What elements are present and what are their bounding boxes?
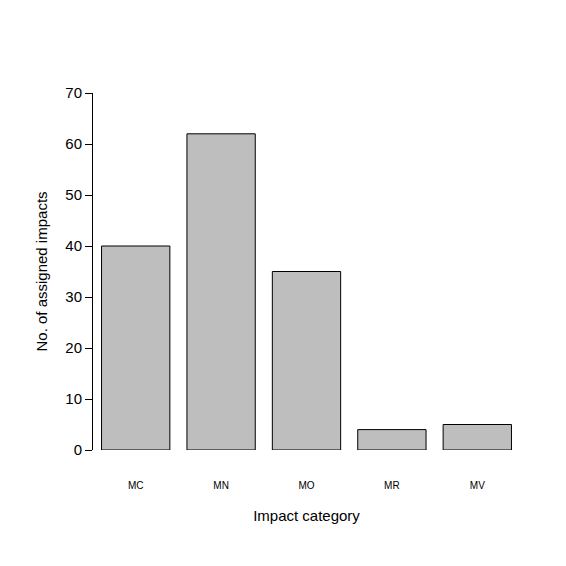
svg-text:Impact category: Impact category xyxy=(253,507,360,524)
svg-text:30: 30 xyxy=(65,288,82,305)
svg-text:MC: MC xyxy=(128,480,144,491)
svg-text:20: 20 xyxy=(65,339,82,356)
svg-text:MN: MN xyxy=(213,480,229,491)
svg-text:MO: MO xyxy=(298,480,314,491)
svg-text:MR: MR xyxy=(384,480,400,491)
svg-text:40: 40 xyxy=(65,237,82,254)
svg-text:MV: MV xyxy=(470,480,485,491)
svg-text:No. of assigned impacts: No. of assigned impacts xyxy=(33,191,50,351)
svg-text:60: 60 xyxy=(65,135,82,152)
svg-text:50: 50 xyxy=(65,186,82,203)
svg-text:70: 70 xyxy=(65,84,82,101)
svg-text:10: 10 xyxy=(65,390,82,407)
svg-text:0: 0 xyxy=(74,441,82,458)
